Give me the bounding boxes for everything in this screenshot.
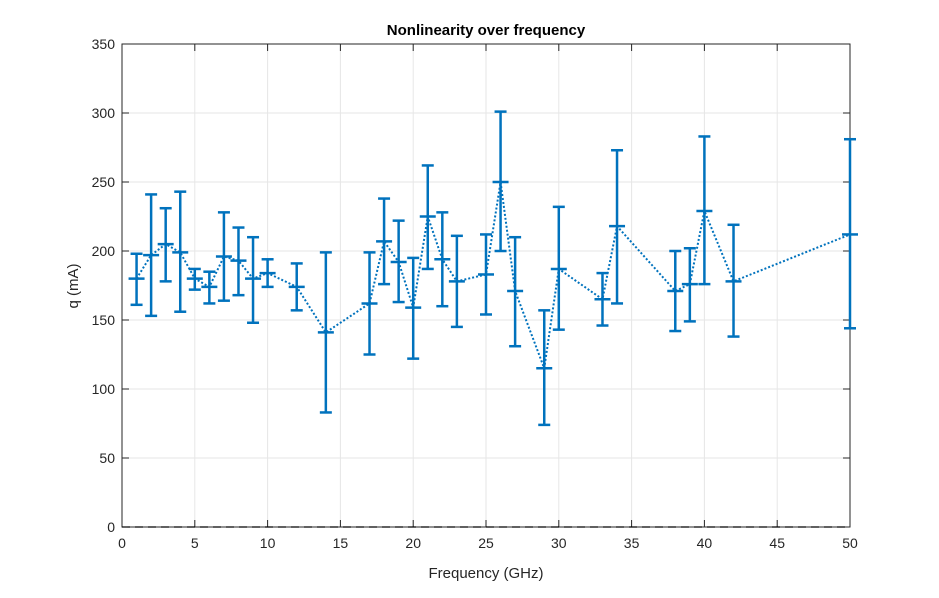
x-tick-label: 25 <box>478 535 494 551</box>
y-tick-label: 0 <box>107 519 115 535</box>
error-bar <box>667 249 684 333</box>
error-bar <box>609 149 626 305</box>
error-bar <box>215 211 232 302</box>
error-bar <box>128 252 145 307</box>
x-tick-label: 15 <box>333 535 349 551</box>
error-bar <box>681 246 698 323</box>
data-series <box>122 110 858 528</box>
error-bar <box>842 137 858 330</box>
error-bar <box>419 164 436 271</box>
error-bar <box>448 234 465 329</box>
y-tick-label: 250 <box>92 174 116 190</box>
error-bar <box>507 235 524 348</box>
x-tick-label: 45 <box>769 535 785 551</box>
error-bar <box>434 211 451 308</box>
error-bar <box>550 205 567 331</box>
x-tick-label: 10 <box>260 535 276 551</box>
error-bar <box>259 258 276 289</box>
error-bar <box>172 190 189 313</box>
y-tick-label: 50 <box>99 450 115 466</box>
error-bar <box>201 270 218 305</box>
y-axis-label: q (mA) <box>65 263 82 308</box>
y-tick-label: 150 <box>92 312 116 328</box>
x-tick-label: 50 <box>842 535 858 551</box>
error-bar <box>186 267 203 291</box>
error-bar <box>245 235 262 325</box>
error-bar <box>536 309 553 427</box>
error-bar <box>492 110 509 253</box>
chart-title: Nonlinearity over frequency <box>387 22 586 39</box>
x-tick-label: 40 <box>697 535 713 551</box>
error-bar <box>143 193 160 318</box>
error-bar <box>478 233 494 316</box>
x-tick-label: 35 <box>624 535 640 551</box>
x-tick-label: 20 <box>405 535 421 551</box>
error-bar <box>594 271 611 327</box>
y-tick-label: 200 <box>92 243 116 259</box>
error-bar <box>405 256 422 360</box>
error-bar <box>725 223 742 338</box>
error-bar <box>361 251 378 356</box>
y-tick-label: 100 <box>92 381 116 397</box>
tick-labels: 0 5 10 15 20 25 30 35 40 45 50 0 50 100 150 200 250 300 35… <box>92 36 858 551</box>
y-tick-label: 300 <box>92 105 116 121</box>
x-tick-label: 0 <box>118 535 126 551</box>
error-bar <box>157 206 174 283</box>
x-tick-label: 30 <box>551 535 567 551</box>
error-bar <box>390 219 407 304</box>
y-tick-label: 350 <box>92 36 116 52</box>
x-tick-label: 5 <box>191 535 199 551</box>
error-bar <box>230 226 247 297</box>
error-bar <box>317 251 334 414</box>
x-axis-label: Frequency (GHz) <box>428 565 543 582</box>
error-bar <box>288 262 305 312</box>
error-bar <box>376 197 393 286</box>
error-bar <box>696 135 713 286</box>
